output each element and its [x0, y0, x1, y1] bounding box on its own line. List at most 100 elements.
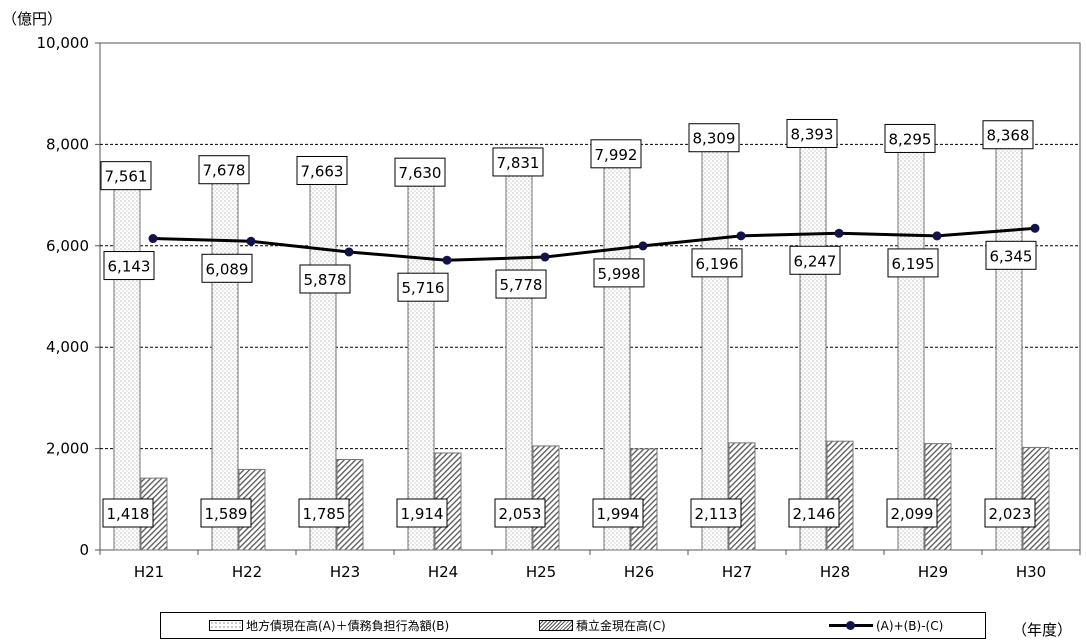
net-series-point [638, 241, 648, 251]
data-label-net-box [789, 245, 841, 275]
bar-debt [407, 162, 435, 551]
data-label-net-box [495, 269, 547, 299]
legend-item-net: (A)+(B)-(C) [829, 613, 943, 638]
data-label-reserve: 2,053 [499, 505, 542, 523]
bar-reserve [532, 445, 560, 551]
net-series-point [148, 234, 158, 244]
data-label-net-box [593, 258, 645, 288]
y-tick-label: 8,000 [46, 135, 89, 153]
data-label-net: 6,196 [696, 255, 739, 273]
data-label-debt-box [394, 157, 446, 187]
data-label-debt-box [982, 120, 1034, 150]
data-label-reserve-box [396, 498, 448, 528]
x-tick-label: H27 [722, 563, 752, 581]
bar-reserve [924, 443, 952, 551]
data-label-reserve: 1,785 [303, 505, 346, 523]
data-label-net: 6,345 [990, 247, 1033, 265]
dots-swatch-icon [209, 620, 243, 631]
y-tick-label: 4,000 [46, 338, 89, 356]
bar-reserve [826, 440, 854, 551]
net-series-point [540, 252, 550, 262]
data-label-debt: 7,831 [497, 154, 540, 172]
data-label-net-box [887, 248, 939, 278]
data-label-debt: 8,295 [889, 130, 932, 148]
bars [113, 123, 1050, 551]
data-label-reserve-box [102, 498, 154, 528]
y-tick-label: 6,000 [46, 237, 89, 255]
hatch-swatch-icon [539, 620, 573, 631]
x-tick-label: H28 [820, 563, 850, 581]
net-series-point [736, 231, 746, 241]
net-series-point [932, 231, 942, 241]
y-axis-unit-label: （億円） [2, 10, 63, 28]
legend: 地方債現在高(A)＋債務負担行為額(B) 積立金現在高(C) (A)+(B)-(… [160, 612, 986, 639]
data-label-net-box [299, 264, 351, 294]
net-series-line [152, 226, 1036, 262]
bar-reserve [728, 442, 756, 551]
data-label-net-box [103, 251, 155, 281]
net-series-point [1030, 223, 1040, 233]
y-axis-ticks: 0 2,000 4,000 6,000 8,000 10,000 [37, 34, 100, 559]
data-label-debt: 7,678 [203, 162, 246, 180]
bar-debt [211, 160, 239, 551]
data-label-debt-box [296, 155, 348, 185]
data-label-reserve-box [690, 498, 742, 528]
data-label-reserve-box [788, 498, 840, 528]
data-label-reserve-box [886, 498, 938, 528]
data-label-reserve: 1,994 [597, 505, 640, 523]
data-label-net: 6,195 [892, 255, 935, 273]
data-label-debt: 7,630 [399, 164, 442, 182]
x-tick-label: H26 [624, 563, 654, 581]
data-label-debt-box [100, 161, 152, 191]
bar-debt [897, 128, 925, 551]
bar-debt [799, 123, 827, 551]
data-label-net-box [985, 240, 1037, 270]
data-label-reserve: 2,146 [793, 505, 836, 523]
x-tick-label: H29 [918, 563, 948, 581]
data-label-net-box [397, 272, 449, 302]
data-label-reserve: 2,113 [695, 505, 738, 523]
x-tick-label: H25 [526, 563, 556, 581]
y-tick-label: 0 [79, 541, 89, 559]
data-label-debt: 7,992 [595, 146, 638, 164]
x-tick-label: H30 [1016, 563, 1046, 581]
data-label-reserve-box [984, 498, 1036, 528]
data-label-reserve-box [592, 498, 644, 528]
data-label-reserve-box [200, 498, 252, 528]
data-label-debt: 8,393 [791, 125, 834, 143]
data-label-debt-box [786, 118, 838, 148]
data-label-reserve-box [298, 498, 350, 528]
data-label-reserve: 1,914 [401, 505, 444, 523]
data-label-net: 6,143 [108, 258, 151, 276]
legend-label-net: (A)+(B)-(C) [876, 618, 944, 633]
x-tick-label: H21 [134, 563, 164, 581]
bar-debt [113, 166, 141, 551]
line-marker-icon [829, 620, 873, 631]
bar-debt [995, 125, 1023, 551]
data-label-debt: 8,368 [987, 127, 1030, 145]
data-label-debt-box [198, 155, 250, 185]
x-tick-label: H23 [330, 563, 360, 581]
legend-label-debt: 地方債現在高(A)＋債務負担行為額(B) [246, 619, 450, 633]
legend-item-debt: 地方債現在高(A)＋債務負担行為額(B) [209, 613, 449, 638]
data-label-debt: 7,561 [105, 168, 148, 186]
bar-debt [701, 128, 729, 551]
bar-debt [505, 152, 533, 551]
data-label-debt-box [688, 123, 740, 153]
data-label-net-box [691, 248, 743, 278]
data-label-net: 5,998 [598, 265, 641, 283]
data-label-debt-box [590, 139, 642, 169]
data-label-reserve: 1,418 [107, 505, 150, 523]
data-label-net: 5,878 [304, 271, 347, 289]
data-label-debt: 7,663 [301, 162, 344, 180]
net-line [148, 223, 1040, 265]
data-label-reserve: 1,589 [205, 505, 248, 523]
data-label-reserve: 2,099 [891, 505, 934, 523]
data-label-debt-box [492, 147, 544, 177]
data-label-debt: 8,309 [693, 130, 736, 148]
bar-debt [309, 160, 337, 551]
y-tick-label: 10,000 [37, 34, 90, 52]
bar-line-chart: 0 2,000 4,000 6,000 8,000 10,000 H21 H22 H23 H24… [37, 34, 1081, 581]
data-label-debt-box [884, 123, 936, 153]
net-series-point [344, 247, 354, 257]
